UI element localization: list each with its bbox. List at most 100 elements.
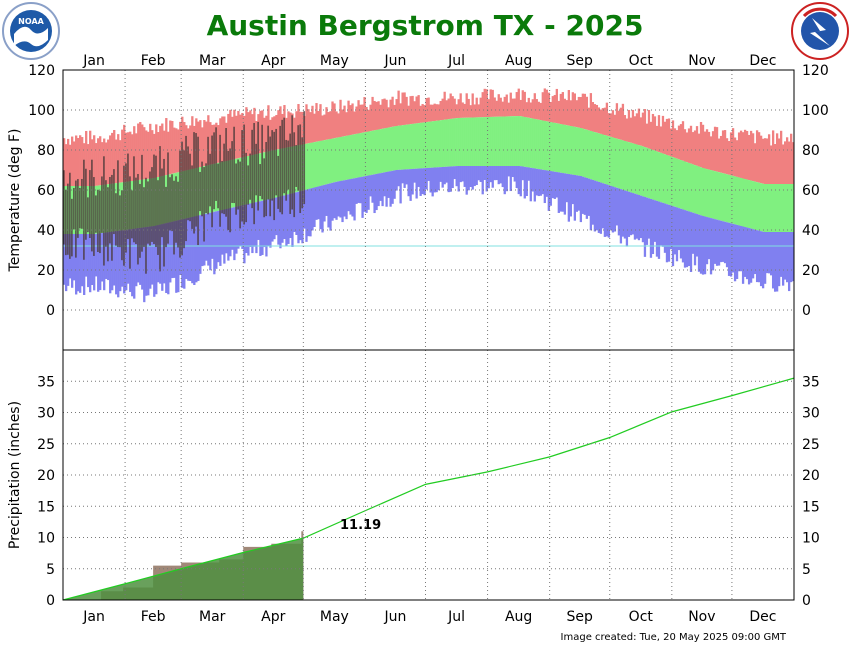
record-high-bar bbox=[637, 108, 641, 146]
normal-range-bar bbox=[445, 119, 448, 167]
observed-temp-bar bbox=[73, 188, 75, 230]
record-high-bar bbox=[317, 110, 320, 142]
record-high-bar bbox=[141, 124, 144, 180]
normal-range-bar bbox=[365, 131, 368, 176]
record-low-bar bbox=[613, 187, 617, 232]
record-high-bar bbox=[559, 93, 562, 125]
record-low-bar bbox=[71, 234, 74, 288]
normal-range-bar bbox=[333, 138, 336, 183]
observed-temp-bar bbox=[123, 165, 125, 266]
temperature-axis-label: Temperature (deg F) bbox=[7, 129, 23, 273]
observed-temp-bar bbox=[267, 125, 270, 200]
normal-range-bar bbox=[735, 176, 739, 225]
record-high-bar bbox=[601, 108, 605, 135]
record-low-bar bbox=[675, 207, 679, 262]
record-high-bar bbox=[539, 102, 542, 121]
record-high-bar bbox=[435, 104, 438, 121]
observed-temp-bar bbox=[165, 186, 167, 248]
record-high-bar bbox=[775, 133, 779, 184]
record-low-bar bbox=[499, 166, 502, 184]
record-high-bar bbox=[511, 98, 514, 117]
observed-temp-bar bbox=[107, 187, 109, 262]
record-high-bar bbox=[501, 101, 504, 117]
observed-temp-bar bbox=[89, 170, 91, 238]
normal-range-bar bbox=[755, 182, 759, 231]
normal-range-bar bbox=[629, 142, 633, 193]
normal-range-bar bbox=[319, 140, 322, 186]
normal-range-bar bbox=[475, 117, 478, 166]
observed-temp-bar bbox=[197, 136, 199, 246]
observed-temp-bar bbox=[191, 165, 193, 229]
record-high-bar bbox=[729, 132, 733, 176]
record-low-bar bbox=[525, 167, 528, 197]
normal-range-bar bbox=[573, 126, 577, 176]
normal-range-bar bbox=[415, 123, 418, 169]
normal-range-bar bbox=[775, 184, 779, 232]
normal-range-bar bbox=[517, 116, 520, 166]
record-high-bar bbox=[691, 132, 695, 165]
normal-range-bar bbox=[527, 117, 530, 168]
record-low-bar bbox=[671, 206, 675, 267]
observed-temp-bar bbox=[91, 159, 93, 252]
normal-range-bar bbox=[699, 167, 703, 216]
normal-range-bar bbox=[505, 116, 508, 166]
record-low-bar bbox=[263, 200, 266, 248]
observed-temp-bar bbox=[279, 125, 282, 213]
normal-range-bar bbox=[681, 160, 685, 210]
record-high-bar bbox=[487, 99, 490, 117]
record-low-bar bbox=[311, 188, 314, 231]
record-low-bar bbox=[509, 166, 512, 192]
normal-range-bar bbox=[493, 116, 496, 166]
record-low-bar bbox=[723, 221, 727, 264]
normal-range-bar bbox=[399, 125, 402, 170]
record-low-bar bbox=[63, 234, 66, 285]
record-low-bar bbox=[719, 220, 723, 263]
record-high-bar bbox=[613, 114, 617, 139]
record-low-bar bbox=[689, 212, 693, 272]
normal-range-bar bbox=[691, 164, 695, 213]
record-low-bar bbox=[769, 232, 773, 276]
record-high-bar bbox=[295, 111, 298, 146]
record-high-bar bbox=[89, 130, 92, 186]
normal-range-bar bbox=[603, 135, 607, 184]
record-high-bar bbox=[409, 96, 412, 125]
record-high-bar bbox=[623, 115, 627, 141]
record-low-bar bbox=[753, 229, 757, 275]
record-low-bar bbox=[605, 184, 609, 237]
record-high-bar bbox=[131, 134, 134, 181]
record-high-bar bbox=[147, 131, 150, 179]
record-high-bar bbox=[451, 96, 454, 119]
record-high-bar bbox=[107, 139, 110, 185]
normal-range-bar bbox=[669, 156, 673, 206]
record-high-bar bbox=[569, 100, 572, 127]
normal-range-bar bbox=[635, 144, 639, 195]
normal-range-bar bbox=[497, 116, 500, 166]
normal-range-bar bbox=[783, 184, 787, 232]
record-low-bar bbox=[665, 204, 669, 263]
normal-range-bar bbox=[739, 177, 743, 226]
record-high-bar bbox=[689, 125, 693, 164]
record-low-bar bbox=[85, 234, 88, 277]
normal-range-bar bbox=[675, 158, 679, 208]
record-low-bar bbox=[433, 167, 436, 193]
record-high-bar bbox=[495, 100, 498, 117]
record-high-bar bbox=[143, 127, 146, 180]
record-low-bar bbox=[217, 210, 220, 263]
record-high-bar bbox=[401, 92, 404, 126]
observed-temp-bar bbox=[113, 169, 115, 235]
record-low-bar bbox=[785, 232, 789, 283]
record-low-bar bbox=[255, 202, 258, 254]
record-low-bar bbox=[567, 174, 570, 222]
normal-range-bar bbox=[749, 180, 753, 229]
record-high-bar bbox=[179, 121, 182, 172]
record-low-bar bbox=[339, 181, 342, 218]
record-high-bar bbox=[499, 97, 502, 117]
record-low-bar bbox=[169, 222, 172, 283]
record-low-bar bbox=[755, 230, 759, 283]
record-high-bar bbox=[129, 131, 132, 182]
normal-range-bar bbox=[379, 129, 382, 174]
normal-range-bar bbox=[587, 130, 591, 179]
observed-temp-bar bbox=[101, 176, 103, 233]
record-low-bar bbox=[783, 232, 787, 280]
record-high-bar bbox=[641, 112, 645, 147]
